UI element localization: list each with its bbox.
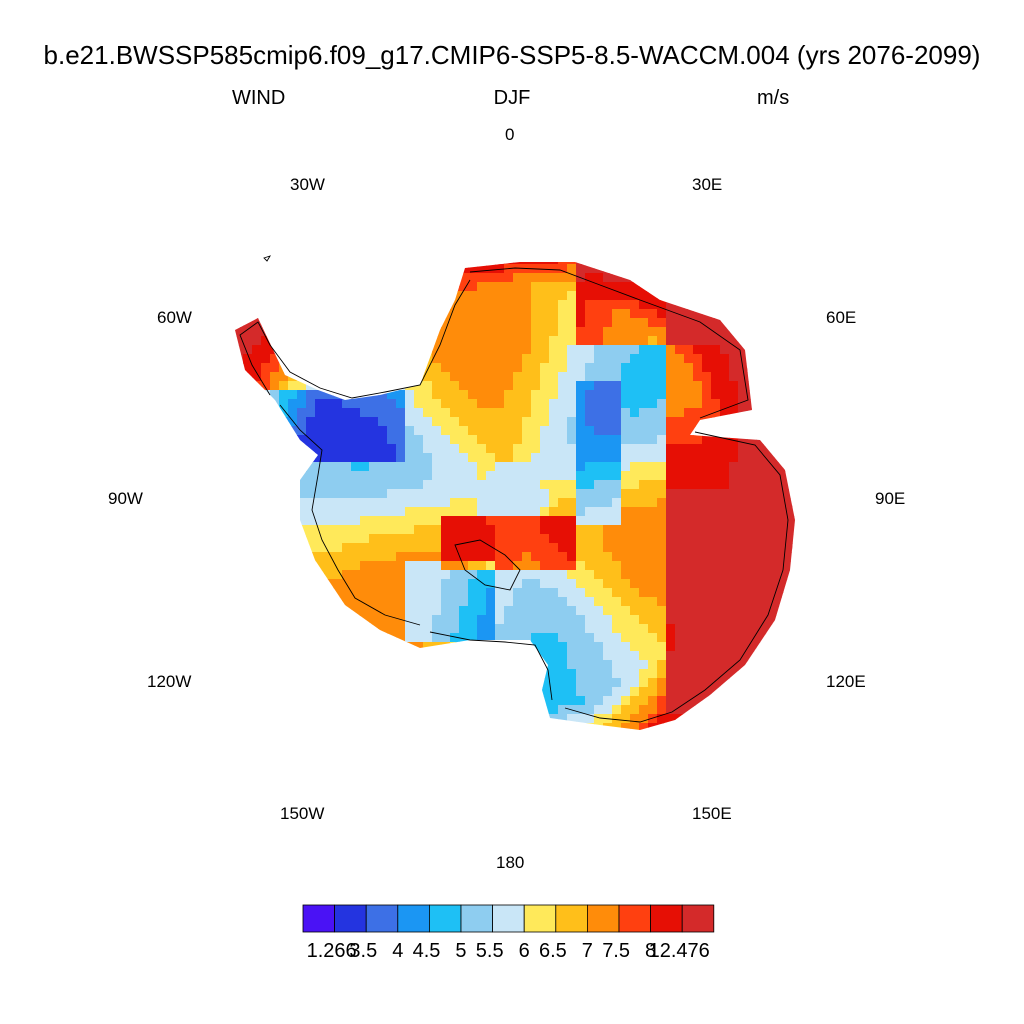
units-label: m/s: [757, 87, 790, 109]
colorbar-label: 12.476: [648, 940, 710, 962]
lon-label-180: 180: [496, 853, 525, 872]
lon-label-30e: 30E: [692, 175, 723, 194]
variable-label: WIND: [232, 87, 286, 109]
lon-label-150e: 150E: [692, 804, 732, 823]
coastline: [239, 255, 789, 723]
lon-label-150w: 150W: [280, 804, 325, 823]
colorbar-label: 8: [645, 940, 657, 962]
lon-label-120w: 120W: [147, 672, 192, 691]
lon-label-30w: 30W: [290, 175, 325, 194]
lon-label-60w: 60W: [157, 308, 192, 327]
lon-label-0: 0: [505, 125, 515, 144]
colorbar-label: 5: [455, 940, 467, 962]
lon-label-60e: 60E: [826, 308, 857, 327]
colorbar-label: 4.5: [412, 940, 441, 962]
season-label: DJF: [493, 87, 531, 109]
colorbar-label: 6.5: [539, 940, 567, 962]
colorbar-label: 7.5: [602, 940, 630, 962]
colorbar-label: 3.5: [349, 940, 378, 962]
colorbar-label: 6: [518, 940, 530, 962]
colorbar-label: 1.266: [306, 940, 357, 962]
lon-label-120e: 120E: [826, 672, 866, 691]
wind-speed-field: [235, 262, 795, 730]
lon-label-90w: 90W: [108, 489, 143, 508]
colorbar-label: 5.5: [475, 940, 504, 962]
colorbar-label: 7: [581, 940, 593, 962]
plot-title: b.e21.BWSSP585cmip6.f09_g17.CMIP6-SSP5-8…: [43, 40, 981, 70]
colorbar-label: 4: [392, 940, 404, 962]
lon-label-90e: 90E: [875, 489, 906, 508]
